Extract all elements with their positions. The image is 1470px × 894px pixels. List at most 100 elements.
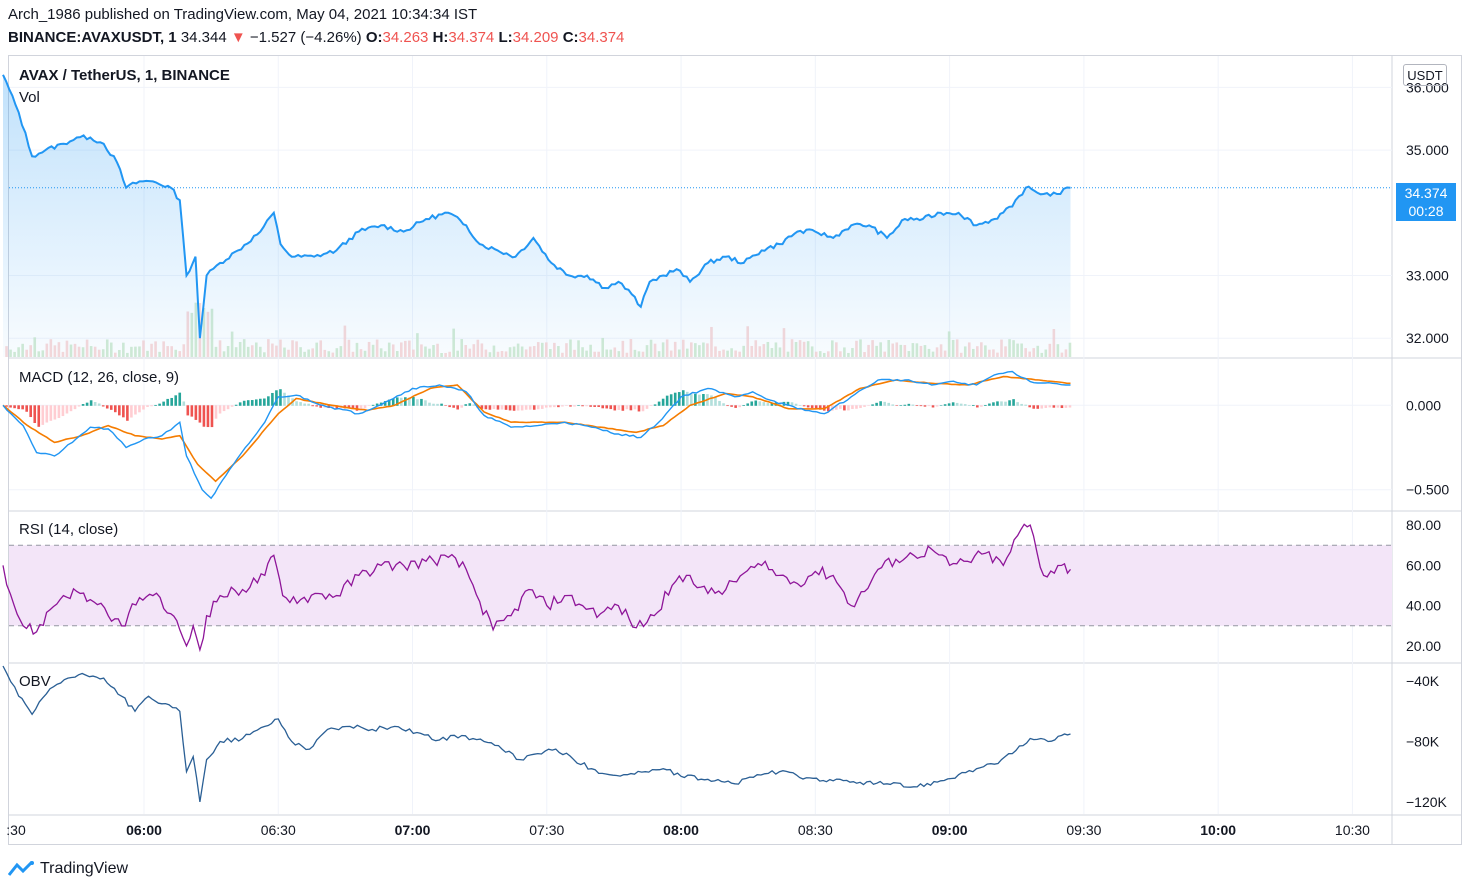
macd-histogram-bar (404, 397, 407, 406)
macd-histogram-bar (786, 401, 790, 406)
macd-histogram-bar (504, 405, 508, 410)
macd-histogram-bar (190, 405, 194, 417)
macd-histogram-bar (412, 396, 415, 406)
macd-histogram-bar (347, 405, 351, 409)
macd-histogram-bar (299, 402, 302, 406)
rsi-tick-label: 40.00 (1406, 598, 1441, 614)
last-price: 34.344 (180, 29, 227, 46)
macd-histogram-bar (1024, 404, 1027, 406)
macd-histogram-bar (271, 392, 274, 406)
symbol-label: BINANCE:AVAXUSDT, 1 (8, 29, 177, 46)
macd-histogram-bar (907, 403, 911, 406)
macd-histogram-bar (238, 402, 242, 406)
high-value: 34.374 (448, 29, 495, 46)
macd-histogram-bar (206, 405, 210, 428)
macd-histogram-bar (53, 405, 57, 420)
macd-histogram-bar (794, 403, 798, 406)
macd-histogram-bar (790, 402, 794, 406)
macd-histogram-bar (673, 392, 677, 406)
macd-histogram-bar (512, 405, 516, 411)
last-price-tag: 34.374 00:28 (1396, 183, 1456, 221)
macd-histogram-bar (734, 405, 737, 408)
macd-histogram-bar (536, 405, 540, 410)
currency-button[interactable]: USDT (1403, 64, 1447, 86)
macd-histogram-bar (919, 405, 923, 407)
macd-histogram-bar (440, 403, 443, 406)
macd-histogram-bar (170, 397, 173, 406)
macd-histogram-bar (198, 405, 202, 423)
macd-histogram-bar (488, 405, 492, 410)
macd-histogram-bar (456, 405, 459, 410)
macd-histogram-bar (899, 405, 903, 406)
macd-histogram-bar (468, 403, 472, 406)
macd-histogram-bar (565, 405, 568, 406)
macd-histogram-bar (97, 403, 101, 406)
macd-histogram-bar (178, 392, 182, 406)
macd-histogram-bar (210, 405, 214, 428)
macd-histogram-bar (641, 405, 645, 412)
change-value: −1.527 (−4.26%) (249, 29, 362, 46)
macd-histogram-bar (1064, 405, 1068, 408)
macd-histogram-bar (681, 390, 685, 406)
macd-histogram-bar (665, 395, 669, 406)
macd-histogram-bar (625, 405, 629, 410)
close-label: C: (562, 29, 579, 46)
rsi-pane-title: RSI (14, close) (19, 521, 119, 538)
macd-histogram-bar (113, 405, 117, 413)
macd-histogram-bar (835, 405, 838, 410)
ohlc-line: BINANCE:AVAXUSDT, 1 34.344 ▼ −1.527 (−4.… (8, 29, 624, 46)
macd-histogram-bar (690, 394, 693, 406)
macd-histogram-bar (694, 393, 697, 406)
rsi-tick-label: 20.00 (1406, 638, 1441, 654)
macd-histogram-bar (387, 399, 391, 406)
macd-histogram-bar (629, 405, 633, 411)
low-label: L: (498, 29, 513, 46)
macd-histogram-bar (254, 399, 258, 406)
macd-histogram-bar (520, 405, 524, 411)
macd-histogram-bar (935, 405, 939, 407)
macd-histogram-bar (1000, 401, 1003, 406)
macd-histogram-bar (142, 405, 145, 410)
macd-histogram-bar (77, 405, 81, 407)
macd-histogram-bar (109, 405, 113, 410)
time-tick-label: :30 (6, 822, 26, 838)
macd-histogram-bar (847, 405, 850, 411)
macd-histogram-bar (911, 404, 915, 406)
macd-histogram-bar (194, 405, 198, 420)
macd-histogram-bar (496, 405, 500, 410)
macd-histogram-bar (307, 403, 310, 406)
macd-histogram-bar (698, 394, 701, 406)
macd-histogram-bar (754, 400, 758, 406)
macd-histogram-bar (967, 404, 971, 406)
macd-histogram-bar (1048, 405, 1052, 408)
macd-histogram-bar (516, 405, 520, 411)
macd-histogram-bar (1036, 405, 1040, 409)
macd-histogram-bar (214, 405, 218, 419)
macd-histogram-bar (25, 405, 28, 412)
price-series-line (2, 74, 1071, 339)
macd-histogram-bar (943, 404, 947, 406)
macd-histogram-bar (1056, 405, 1060, 408)
macd-histogram-bar (859, 405, 862, 409)
macd-histogram-bar (633, 405, 637, 410)
macd-histogram-bar (814, 405, 818, 409)
time-tick-label: 06:30 (261, 822, 296, 838)
macd-histogram-bar (702, 393, 705, 406)
tradingview-logo[interactable]: TradingView (7, 860, 128, 878)
macd-histogram-bar (480, 405, 484, 409)
macd-histogram-bar (843, 405, 846, 411)
macd-histogram-bar (464, 404, 468, 406)
macd-histogram-bar (585, 405, 588, 407)
macd-histogram-bar (589, 405, 592, 407)
macd-histogram-bar (532, 405, 536, 410)
open-value: 34.263 (382, 29, 429, 46)
time-tick-label: 09:30 (1066, 822, 1101, 838)
macd-histogram-bar (971, 404, 975, 406)
down-arrow-icon: ▼ (230, 29, 246, 46)
macd-histogram-bar (561, 405, 564, 407)
macd-histogram-bar (955, 402, 959, 406)
macd-histogram-bar (492, 405, 496, 409)
macd-histogram-bar (545, 405, 548, 408)
macd-histogram-bar (500, 405, 504, 410)
